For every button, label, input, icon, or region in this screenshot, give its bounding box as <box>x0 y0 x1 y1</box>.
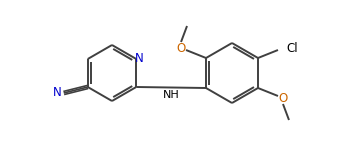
Text: NH: NH <box>163 90 180 101</box>
Text: N: N <box>135 51 144 64</box>
Text: N: N <box>52 87 61 100</box>
Text: O: O <box>278 92 288 104</box>
Text: O: O <box>176 42 186 55</box>
Text: Cl: Cl <box>286 42 298 55</box>
